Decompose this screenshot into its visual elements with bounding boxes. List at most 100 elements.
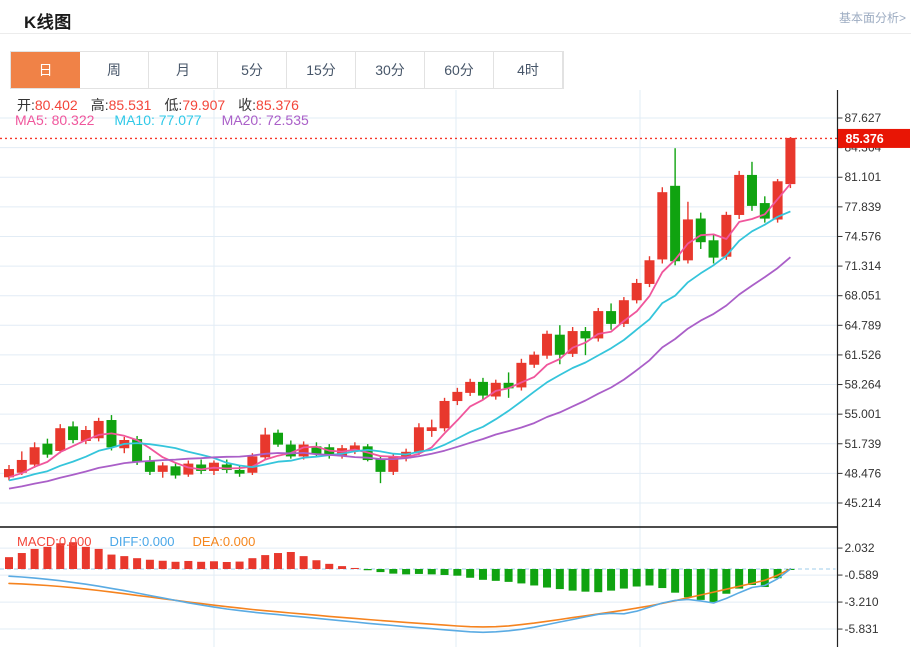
tab-60min[interactable]: 60分 <box>425 52 494 88</box>
ma-2-value: 72.535 <box>265 112 309 128</box>
macd-bar <box>632 569 641 587</box>
macd-bar <box>145 559 154 569</box>
price-tick-label: 64.789 <box>845 318 882 332</box>
candle-body <box>170 466 181 476</box>
macd-legend-2-value: 0.000 <box>222 534 256 549</box>
macd-bar <box>261 555 270 569</box>
tab-30min[interactable]: 30分 <box>356 52 425 88</box>
ma-0-value: 80.322 <box>51 112 95 128</box>
macd-bar <box>402 569 411 575</box>
ma5-line <box>8 183 792 479</box>
ohlc-0-label: 开: <box>17 97 35 113</box>
tab-day[interactable]: 日 <box>11 52 80 88</box>
diff-line <box>8 568 792 634</box>
candle-body <box>708 240 719 258</box>
macd-bar <box>94 548 103 569</box>
macd-legend-1-value: 0.000 <box>141 534 175 549</box>
price-tick-label: 58.264 <box>845 378 882 392</box>
ma-2-label: MA20: <box>221 112 266 128</box>
candle-body <box>144 460 155 472</box>
candle-body <box>388 457 399 472</box>
candle-body <box>759 203 770 219</box>
candle-body <box>670 185 681 262</box>
candle-body <box>273 432 284 445</box>
candle-body <box>695 218 706 243</box>
ohlc-2: 低:79.907 <box>164 97 225 113</box>
candle-body <box>42 443 53 455</box>
tab-month[interactable]: 月 <box>149 52 218 88</box>
macd-bar <box>56 543 65 569</box>
macd-bar <box>389 569 398 574</box>
macd-bar <box>594 569 603 593</box>
macd-bar <box>235 561 244 569</box>
ohlc-1-value: 85.531 <box>108 97 152 113</box>
macd-bar <box>581 569 590 592</box>
macd-bar <box>555 569 564 590</box>
macd-bar <box>350 567 359 569</box>
macd-bar <box>747 569 756 585</box>
ohlc-3-value: 85.376 <box>256 97 299 113</box>
price-tick-label: 77.839 <box>845 200 882 214</box>
macd-bar <box>709 569 718 602</box>
ohlc-1: 高:85.531 <box>91 97 152 113</box>
ma-2: MA20: 72.535 <box>222 112 309 128</box>
price-tick-label: 48.476 <box>845 466 882 480</box>
candle-body <box>298 444 309 457</box>
macd-legend-0: MACD:0.000 <box>17 534 91 549</box>
ohlc-1-label: 高: <box>90 97 109 113</box>
macd-bar <box>543 569 552 588</box>
macd-tick-label: -0.589 <box>845 568 879 582</box>
macd-legend-1: DIFF:0.000 <box>109 534 174 549</box>
macd-bar <box>478 569 487 580</box>
candle-body <box>93 420 104 439</box>
macd-bar <box>530 569 539 586</box>
macd-bar <box>683 569 692 598</box>
macd-bar <box>491 569 500 581</box>
macd-bar <box>171 561 180 569</box>
tab-15min[interactable]: 15分 <box>287 52 356 88</box>
last-price-badge-value: 85.376 <box>846 132 884 146</box>
macd-tick-label: 2.032 <box>845 541 875 555</box>
ma-1: MA10: 77.077 <box>114 112 201 128</box>
ma-0-label: MA5: <box>15 112 52 128</box>
macd-bar <box>81 546 90 569</box>
macd-bar <box>158 560 167 569</box>
interval-tab-bar: 日周月 5分 15分 30分 60分 4时 <box>10 51 564 89</box>
candle-body <box>631 282 642 301</box>
macd-bar <box>671 569 680 593</box>
price-tick-label: 68.051 <box>845 289 882 303</box>
macd-bar <box>466 569 475 578</box>
macd-bar <box>376 569 385 573</box>
candle-body <box>234 469 245 474</box>
candle-body <box>593 311 604 339</box>
macd-bar <box>517 569 526 584</box>
price-tick-label: 71.314 <box>845 259 882 273</box>
candle-body <box>657 192 668 260</box>
macd-bar <box>184 560 193 569</box>
macd-bar <box>619 569 628 589</box>
price-tick-label: 61.526 <box>845 348 882 362</box>
tab-week[interactable]: 周 <box>80 52 149 88</box>
candle-body <box>542 333 553 356</box>
macd-bar <box>209 561 218 569</box>
candle-body <box>426 427 437 432</box>
ohlc-3-label: 收: <box>238 97 257 113</box>
page-title: K线图 <box>24 13 72 32</box>
macd-bar <box>414 569 423 574</box>
candle-body <box>55 428 66 451</box>
macd-bar <box>607 569 616 591</box>
macd-bar <box>427 569 436 575</box>
candle-body <box>157 465 168 472</box>
macd-bar <box>120 556 129 569</box>
ohlc-legend: 开:80.402 高:85.531 低:79.907 收:85.376 <box>17 95 312 115</box>
tab-5min[interactable]: 5分 <box>218 52 287 88</box>
macd-legend: MACD:0.000 DIFF:0.000 DEA:0.000 <box>17 534 273 549</box>
macd-bar <box>760 569 769 588</box>
macd-bar <box>312 560 321 569</box>
macd-bar <box>274 553 283 569</box>
tab-4hour[interactable]: 4时 <box>494 52 563 88</box>
price-tick-label: 45.214 <box>845 496 882 510</box>
price-tick-label: 87.627 <box>845 111 882 125</box>
fundamental-analysis-link[interactable]: 基本面分析> <box>838 11 906 25</box>
